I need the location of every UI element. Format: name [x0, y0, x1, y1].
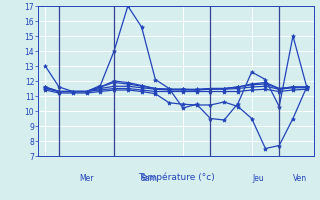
- Text: Mer: Mer: [79, 174, 94, 183]
- Text: Sam: Sam: [140, 174, 157, 183]
- Text: Ven: Ven: [293, 174, 307, 183]
- Text: Jeu: Jeu: [253, 174, 264, 183]
- X-axis label: Température (°c): Température (°c): [138, 173, 214, 182]
